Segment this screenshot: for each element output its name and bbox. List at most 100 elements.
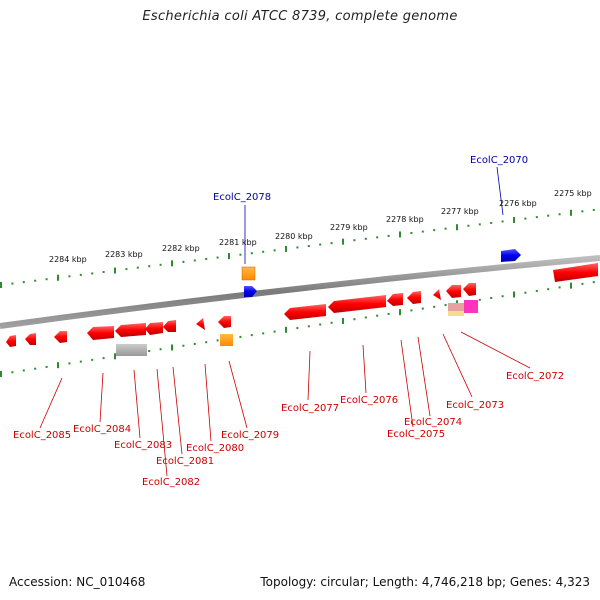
gene-red[interactable] [446,285,461,298]
gene-label[interactable]: EcolC_2082 [142,477,200,488]
gene-red[interactable] [87,326,114,340]
gene-red[interactable] [407,291,421,304]
scale-minor-tick [239,253,242,256]
leader-line [39,377,63,429]
scale-minor-tick [387,234,390,237]
scale-minor-tick [319,323,322,326]
scale-minor-tick [547,288,550,291]
gene-red[interactable] [145,322,163,335]
scale-minor-tick [79,273,82,276]
scale-major-tick [342,317,344,324]
scale-minor-tick [91,272,94,275]
gene-gray[interactable] [116,344,147,356]
gene-label[interactable]: EcolC_2076 [340,395,398,406]
scale-major-tick [114,267,116,274]
gene-orange[interactable] [220,334,233,346]
gene-label[interactable]: EcolC_2083 [114,440,172,451]
scale-minor-tick [581,210,584,213]
kbp-label: 2283 kbp [105,250,143,259]
gene-red[interactable] [25,333,36,345]
scale-major-tick [285,326,287,333]
gene-label[interactable]: EcolC_2084 [73,424,131,435]
gene-label[interactable]: EcolC_2075 [387,429,445,440]
gene-labels: EcolC_2078 EcolC_2070 EcolC_2085 EcolC_2… [13,155,564,488]
scale-minor-tick [421,230,424,233]
scale-minor-tick [330,321,333,324]
gene-label[interactable]: EcolC_2073 [446,400,504,411]
scale-minor-tick [524,291,527,294]
gene-red[interactable] [433,289,441,300]
gene-red[interactable] [284,304,326,320]
scale-minor-tick [22,369,25,372]
scale-minor-tick [22,281,25,284]
gene-label[interactable]: EcolC_2072 [506,371,564,382]
gene-orange-forward[interactable] [241,266,256,281]
gene-label[interactable]: EcolC_2080 [186,443,244,454]
scale-minor-tick [148,265,151,268]
scale-minor-tick [125,268,128,271]
scale-major-tick [57,362,59,369]
scale-minor-tick [205,341,208,344]
scale-minor-tick [205,258,208,261]
scale-major-tick [0,282,2,288]
gene-red[interactable] [163,320,176,332]
leader-line [362,344,367,394]
gene-red[interactable] [196,318,205,330]
leader-line [307,350,311,401]
gene-label[interactable]: EcolC_2081 [156,456,214,467]
scale-minor-tick [501,220,504,223]
gene-red[interactable] [115,323,146,337]
scale-minor-tick [250,334,253,337]
kbp-label: 2280 kbp [275,232,313,241]
leader-line [156,368,168,477]
scale-minor-tick [91,358,94,361]
scale-minor-tick [193,259,196,262]
scale-major-tick [456,224,458,231]
gene-label[interactable]: EcolC_2070 [470,155,528,166]
gene-blue-forward[interactable] [501,249,521,262]
scale-minor-tick [79,360,82,363]
gene-red[interactable] [328,295,386,313]
scale-minor-tick [262,250,265,253]
gene-label[interactable]: EcolC_2085 [13,430,71,441]
gene-red[interactable] [6,335,16,347]
gene-label[interactable]: EcolC_2078 [213,192,271,203]
gene-magenta[interactable] [464,300,478,313]
scale-major-tick [0,371,2,377]
gene-pink[interactable] [448,303,464,311]
scale-minor-tick [364,316,367,319]
scale-minor-tick [581,282,584,285]
gene-label[interactable]: EcolC_2077 [281,403,339,414]
scale-major-tick [57,274,59,281]
scale-minor-tick [490,297,493,300]
leader-line [99,372,104,423]
scale-minor-tick [182,260,185,263]
leader-line [133,369,141,439]
scale-minor-tick [182,344,185,347]
gene-red[interactable] [387,293,403,306]
gene-label[interactable]: EcolC_2079 [221,430,279,441]
gene-red[interactable] [218,316,231,328]
scale-minor-tick [353,239,356,242]
inner-scale-track [0,281,595,377]
scale-minor-tick [159,348,162,351]
scale-minor-tick [478,298,481,301]
genome-backbone [0,255,600,329]
scale-minor-tick [102,357,105,360]
scale-minor-tick [68,275,71,278]
scale-minor-tick [239,335,242,338]
scale-major-tick [513,291,515,298]
gene-blue-forward[interactable] [244,286,257,297]
scale-minor-tick [364,237,367,240]
gene-red[interactable] [54,331,67,343]
gene-red-forward[interactable] [553,263,598,282]
gene-label[interactable]: EcolC_2074 [404,417,462,428]
leader-line [442,333,473,398]
scale-minor-tick [501,295,504,298]
scale-minor-tick [535,216,538,219]
scale-minor-tick [45,278,48,281]
gene-yellow[interactable] [448,311,464,316]
kbp-label: 2277 kbp [441,207,479,216]
gene-red[interactable] [463,283,476,296]
scale-minor-tick [410,309,413,312]
